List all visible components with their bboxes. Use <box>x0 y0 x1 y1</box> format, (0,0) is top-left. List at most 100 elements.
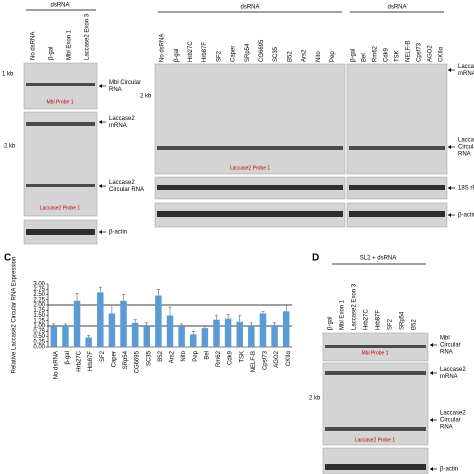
x-tick-label: Rm62 <box>216 350 222 367</box>
x-tick-label: β-gal <box>65 351 71 364</box>
bar <box>248 326 255 347</box>
band-label: Circular <box>440 343 461 349</box>
lane-label: No dsRNA <box>31 32 37 60</box>
error-bar <box>52 323 56 326</box>
bar <box>201 328 209 347</box>
marker: 2 kb <box>4 144 16 150</box>
blot <box>322 447 429 474</box>
bar <box>73 300 81 347</box>
x-tick-label: CG6695 <box>135 350 141 373</box>
arrow-head <box>430 343 433 347</box>
x-tick-label: TSK <box>239 351 245 363</box>
marker: 2 kb <box>309 396 321 402</box>
y-tick-label: 1.50 <box>33 313 45 319</box>
lane-label: B52 <box>412 319 418 330</box>
band-label: β-actin <box>458 213 474 219</box>
bar <box>236 321 243 347</box>
lane-label: Mbl Exon 1 <box>340 299 346 330</box>
lane-label: β-gal <box>174 49 180 62</box>
band-label: Laccase2 <box>109 116 135 122</box>
bar <box>120 300 127 347</box>
lane-label: Hrb87F <box>376 310 382 330</box>
error-bar <box>249 322 253 326</box>
error-bar <box>87 335 91 338</box>
header: dsRNA <box>50 3 69 9</box>
y-axis-label: Relative Laccase2 Circular RNA Expressio… <box>12 257 18 374</box>
band-label: RNA <box>458 152 471 158</box>
error-bar <box>261 311 265 314</box>
header: SL2 + dsRNA <box>360 256 397 262</box>
band-label: RNA <box>440 425 453 431</box>
band-label: Laccase2 <box>440 367 466 373</box>
lane-label: Pep <box>330 51 336 62</box>
probe-label: Mbl Probe 1 <box>47 99 74 105</box>
lane-label: B52 <box>287 51 293 62</box>
lane-label: Cdk9 <box>384 47 390 62</box>
error-bar <box>145 322 149 326</box>
error-bar <box>98 286 102 293</box>
y-tick-label: 0.00 <box>33 345 45 351</box>
x-tick-label: SF2 <box>100 350 106 362</box>
lane-label: AGO2 <box>428 45 434 62</box>
band-label: Laccase2 <box>458 64 474 70</box>
lane-label: Cpsf73 <box>417 42 423 62</box>
blot <box>23 111 98 217</box>
band-label: Mbl Circular <box>109 80 141 86</box>
error-bar <box>180 323 184 326</box>
x-tick-label: Cdk9 <box>228 350 234 365</box>
band-label: Laccase2 <box>440 411 466 417</box>
probe-label: Laccase2 Probe 1 <box>230 165 271 171</box>
x-tick-label: Bel <box>204 351 210 360</box>
lane-label: Bel <box>362 53 368 62</box>
band <box>26 184 95 187</box>
error-bar <box>191 331 195 335</box>
lane-label: Rm62 <box>373 45 379 62</box>
bar <box>166 315 174 347</box>
bar <box>108 313 116 347</box>
error-bar <box>203 325 207 329</box>
x-tick-label: SC35 <box>146 350 152 366</box>
error-bar <box>63 323 67 326</box>
y-tick-label: 0.75 <box>33 329 45 335</box>
marker: 2 kb <box>140 94 152 100</box>
header: dsRNA <box>387 5 406 11</box>
y-tick-label: 0.25 <box>33 339 45 345</box>
lane-label: SRp54 <box>245 43 251 62</box>
bar <box>259 313 267 347</box>
bar <box>143 326 151 347</box>
lane-label: NELF-B <box>406 41 412 62</box>
x-tick-label: Hrb27C <box>77 350 83 371</box>
lane-label: Mbl Exon 1 <box>67 29 73 60</box>
arrow-head <box>430 467 433 471</box>
y-tick-label: 1.75 <box>33 308 45 314</box>
band <box>325 427 426 431</box>
x-tick-label: SRp54 <box>123 350 129 369</box>
band <box>349 146 445 150</box>
band <box>157 211 343 217</box>
band <box>26 229 95 235</box>
band-label: mRNA <box>109 123 127 129</box>
bar <box>213 319 220 347</box>
error-bar <box>156 289 160 296</box>
band-label: RNA <box>440 350 453 356</box>
x-tick-label: Ars2 <box>170 350 176 363</box>
bar <box>271 326 278 347</box>
lane-label: SRp54 <box>400 311 406 330</box>
lane-label: β-gal <box>351 49 357 62</box>
y-tick-label: 3.00 <box>33 282 45 288</box>
band <box>349 185 445 190</box>
x-tick-label: Pep <box>193 350 199 361</box>
header: dsRNA <box>240 5 259 11</box>
band <box>26 83 95 86</box>
y-tick-label: 2.25 <box>33 297 45 303</box>
band-label: β-actin <box>440 467 458 473</box>
arrow-head <box>99 184 102 188</box>
band-label: Circular <box>458 145 474 151</box>
lane-label: SF2 <box>388 318 394 330</box>
band <box>325 464 426 470</box>
x-tick-label: Caper <box>111 351 117 367</box>
y-tick-label: 2.00 <box>33 303 45 309</box>
band-label: β-actin <box>109 230 127 236</box>
